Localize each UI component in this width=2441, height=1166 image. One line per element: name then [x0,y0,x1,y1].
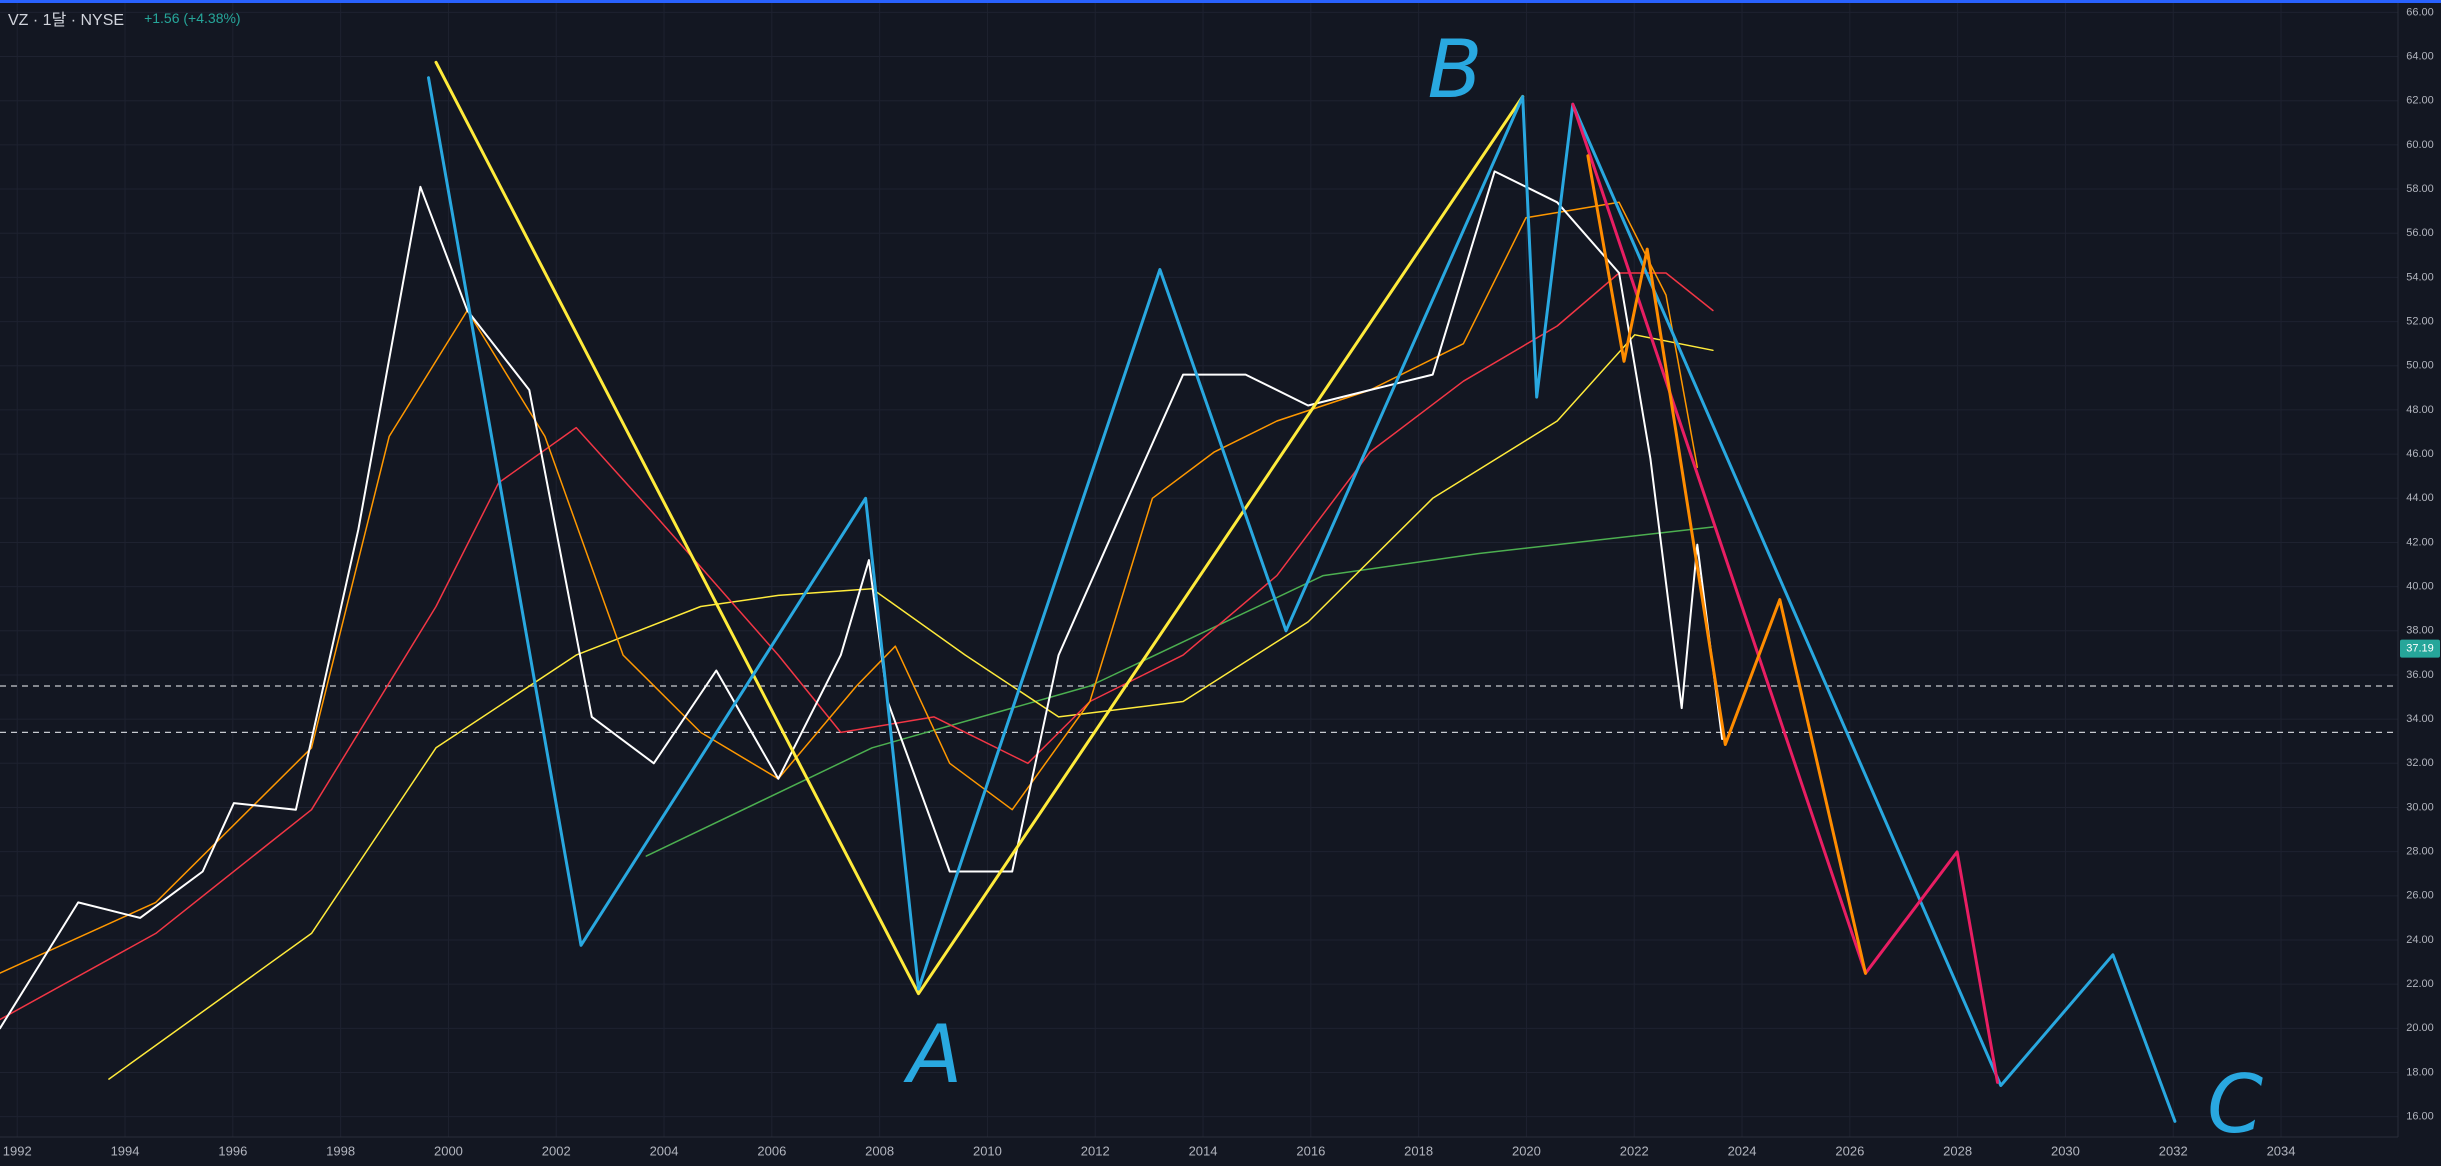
x-tick-label: 2004 [650,1143,679,1158]
line-series [108,334,1714,1080]
y-tick-label: 58.00 [2406,183,2434,195]
x-tick-label: 2020 [1512,1143,1541,1158]
y-tick-label: 42.00 [2406,536,2434,548]
line-series [645,526,1714,857]
y-tick-label: 22.00 [2406,978,2434,990]
y-tick-label: 62.00 [2406,95,2434,107]
line-series [1586,154,1867,975]
y-tick-label: 28.00 [2406,846,2434,858]
y-tick-label: 32.00 [2406,757,2434,769]
y-tick-label: 52.00 [2406,315,2434,327]
change: +1.56 (+4.38%) [144,10,241,26]
y-tick-label: 50.00 [2406,360,2434,372]
y-tick-label: 66.00 [2406,6,2434,18]
y-tick-label: 38.00 [2406,625,2434,637]
y-tick-label: 18.00 [2406,1066,2434,1078]
x-tick-label: 1994 [111,1143,140,1158]
y-tick-label: 16.00 [2406,1111,2434,1123]
x-tick-label: 2026 [1835,1143,1864,1158]
price-tag [2400,639,2440,658]
x-tick-label: 2028 [1943,1143,1972,1158]
y-tick-label: 30.00 [2406,801,2434,813]
line-series [0,201,1699,974]
x-tick-label: 2022 [1620,1143,1649,1158]
x-tick-label: 2018 [1404,1143,1433,1158]
x-tick-label: 2002 [542,1143,571,1158]
y-tick-label: 20.00 [2406,1022,2434,1034]
y-tick-label: 54.00 [2406,271,2434,283]
annotation: B [1428,23,1483,116]
y-tick-label: 24.00 [2406,934,2434,946]
y-tick-label: 64.00 [2406,50,2434,62]
x-tick-label: 2006 [757,1143,786,1158]
x-tick-label: 2024 [1728,1143,1757,1158]
y-tick-label: 44.00 [2406,492,2434,504]
y-tick-label: 40.00 [2406,581,2434,593]
x-tick-label: 2012 [1081,1143,1110,1158]
x-tick-label: 2034 [2267,1143,2296,1158]
x-tick-label: 2016 [1296,1143,1325,1158]
line-series [1571,102,1999,1084]
y-tick-label: 48.00 [2406,404,2434,416]
y-tick-label: 56.00 [2406,227,2434,239]
x-tick-label: 2008 [865,1143,894,1158]
top-border [0,0,2441,3]
x-tick-label: 2000 [434,1143,463,1158]
y-tick-label: 60.00 [2406,139,2434,151]
y-tick-label: 36.00 [2406,669,2434,681]
line-series [434,60,1525,996]
x-tick-label: 1992 [3,1143,32,1158]
y-tick-label: 34.00 [2406,713,2434,725]
x-tick-label: 2010 [973,1143,1002,1158]
x-tick-label: 1998 [326,1143,355,1158]
annotation: C [2207,1058,2263,1151]
x-tick-label: 2032 [2159,1143,2188,1158]
line-series [0,272,1714,1021]
y-tick-label: 26.00 [2406,890,2434,902]
x-tick-label: 2030 [2051,1143,2080,1158]
price-tag-label: 37.19 [2406,643,2434,655]
symbol: VZ · 1달 · NYSE [8,12,125,29]
annotation: A [903,1008,963,1101]
x-tick-label: 2014 [1189,1143,1218,1158]
line-series [427,76,2177,1123]
x-tick-label: 1996 [218,1143,247,1158]
y-tick-label: 46.00 [2406,448,2434,460]
header: VZ · 1달 · NYSE +1.56 (+4.38%) [8,6,241,30]
